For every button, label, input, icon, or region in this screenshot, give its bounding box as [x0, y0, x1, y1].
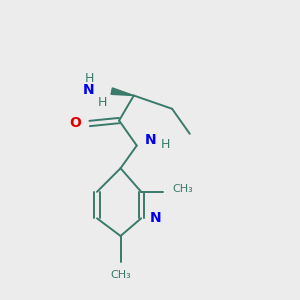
- Text: N: N: [149, 211, 161, 225]
- Text: H: H: [98, 96, 108, 110]
- Text: H: H: [161, 138, 170, 151]
- Text: O: O: [70, 116, 81, 130]
- Polygon shape: [111, 88, 134, 95]
- Text: N: N: [82, 82, 94, 97]
- Text: CH₃: CH₃: [110, 270, 131, 280]
- Text: N: N: [145, 133, 157, 147]
- Text: CH₃: CH₃: [173, 184, 194, 194]
- Text: H: H: [85, 72, 94, 85]
